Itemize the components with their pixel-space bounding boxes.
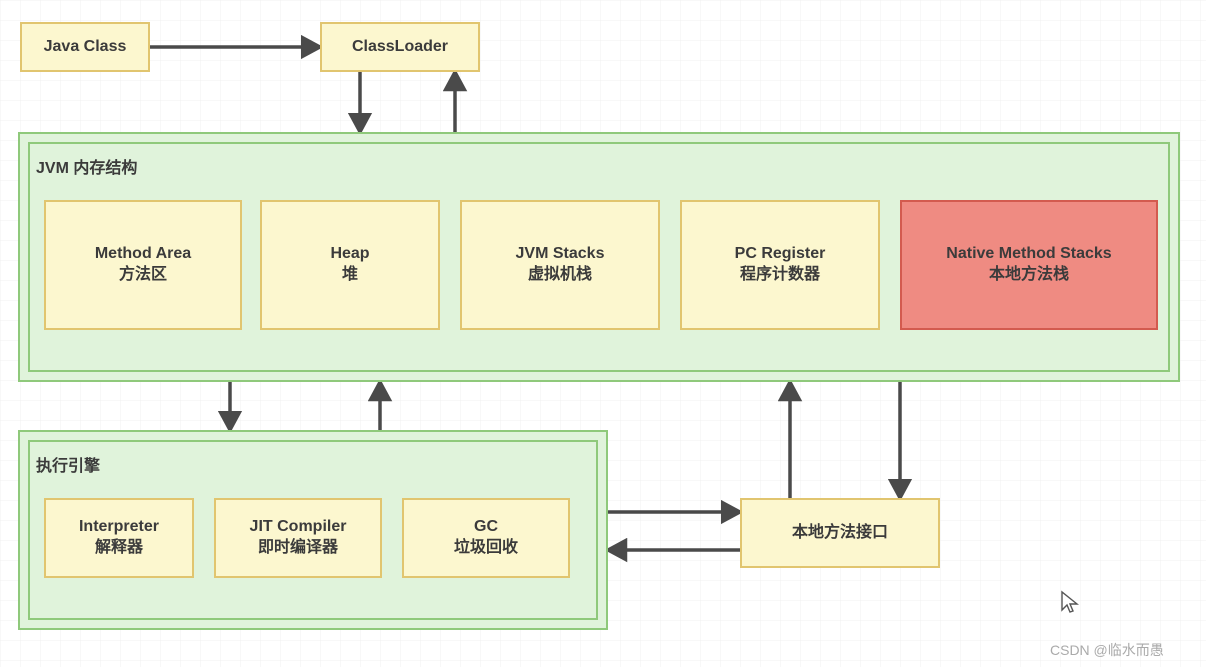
node-label: PC Register bbox=[735, 244, 826, 265]
diagram-canvas: JVM 内存结构 执行引擎 Java Class ClassLoader Met… bbox=[0, 0, 1206, 667]
node-classloader: ClassLoader bbox=[320, 22, 480, 72]
node-sublabel: 虚拟机栈 bbox=[528, 265, 592, 286]
node-label: GC bbox=[474, 517, 498, 538]
node-jvm-stacks: JVM Stacks 虚拟机栈 bbox=[460, 200, 660, 330]
node-label: 本地方法接口 bbox=[792, 523, 888, 544]
node-pc-register: PC Register 程序计数器 bbox=[680, 200, 880, 330]
node-label: Native Method Stacks bbox=[946, 244, 1111, 265]
node-sublabel: 方法区 bbox=[119, 265, 167, 286]
node-label: JIT Compiler bbox=[250, 517, 347, 538]
node-sublabel: 堆 bbox=[342, 265, 358, 286]
node-sublabel: 程序计数器 bbox=[740, 265, 820, 286]
node-interpreter: Interpreter 解释器 bbox=[44, 498, 194, 578]
node-label: ClassLoader bbox=[352, 37, 448, 58]
node-sublabel: 即时编译器 bbox=[258, 538, 338, 559]
group-exec-engine-title: 执行引擎 bbox=[36, 452, 100, 476]
node-label: Interpreter bbox=[79, 517, 159, 538]
node-sublabel: 本地方法栈 bbox=[989, 265, 1069, 286]
node-label: Heap bbox=[330, 244, 369, 265]
node-native-interface: 本地方法接口 bbox=[740, 498, 940, 568]
node-method-area: Method Area 方法区 bbox=[44, 200, 242, 330]
cursor-icon bbox=[1060, 590, 1080, 616]
node-java-class: Java Class bbox=[20, 22, 150, 72]
node-native-method-stacks: Native Method Stacks 本地方法栈 bbox=[900, 200, 1158, 330]
node-sublabel: 垃圾回收 bbox=[454, 538, 518, 559]
node-label: Java Class bbox=[44, 37, 127, 58]
node-label: Method Area bbox=[95, 244, 191, 265]
node-heap: Heap 堆 bbox=[260, 200, 440, 330]
node-label: JVM Stacks bbox=[516, 244, 605, 265]
watermark-text: CSDN @临水而愚 bbox=[1050, 640, 1164, 660]
node-jit-compiler: JIT Compiler 即时编译器 bbox=[214, 498, 382, 578]
node-gc: GC 垃圾回收 bbox=[402, 498, 570, 578]
node-sublabel: 解释器 bbox=[95, 538, 143, 559]
group-jvm-memory-title: JVM 内存结构 bbox=[36, 154, 137, 178]
